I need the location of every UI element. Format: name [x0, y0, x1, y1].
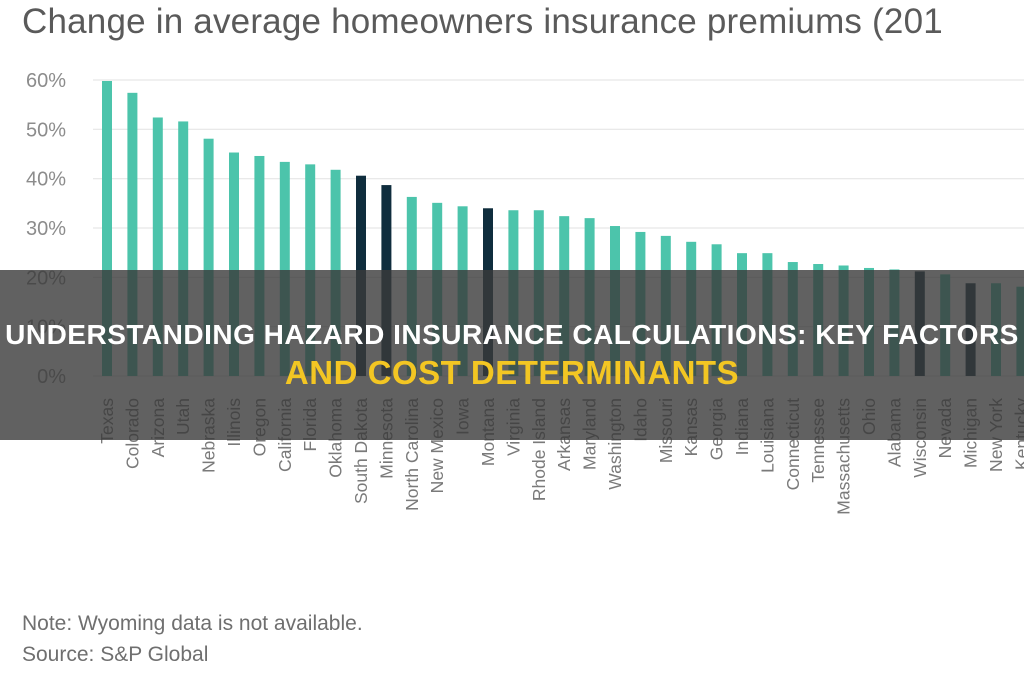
banner-headline-line-2: And Cost Determinants	[284, 353, 740, 391]
chart-title: Change in average homeowners insurance p…	[22, 2, 943, 41]
bar	[127, 92, 138, 377]
chart-note: Note: Wyoming data is not available.	[22, 612, 363, 635]
chart-source: Source: S&P Global	[22, 643, 209, 666]
bar	[229, 152, 239, 376]
bar	[279, 161, 290, 376]
bar	[254, 155, 265, 376]
bar	[152, 117, 163, 376]
bar	[178, 121, 189, 376]
y-tick-label: 60%	[26, 70, 66, 92]
banner-headline-line-1: Understanding Hazard Insurance Calculati…	[5, 318, 1019, 350]
title-banner: Understanding Hazard Insurance Calculati…	[0, 270, 1024, 440]
y-tick-label: 40%	[26, 169, 66, 191]
y-tick-label: 50%	[26, 119, 66, 141]
bar	[102, 80, 112, 376]
y-tick-label: 30%	[26, 218, 66, 240]
bar	[203, 138, 214, 376]
